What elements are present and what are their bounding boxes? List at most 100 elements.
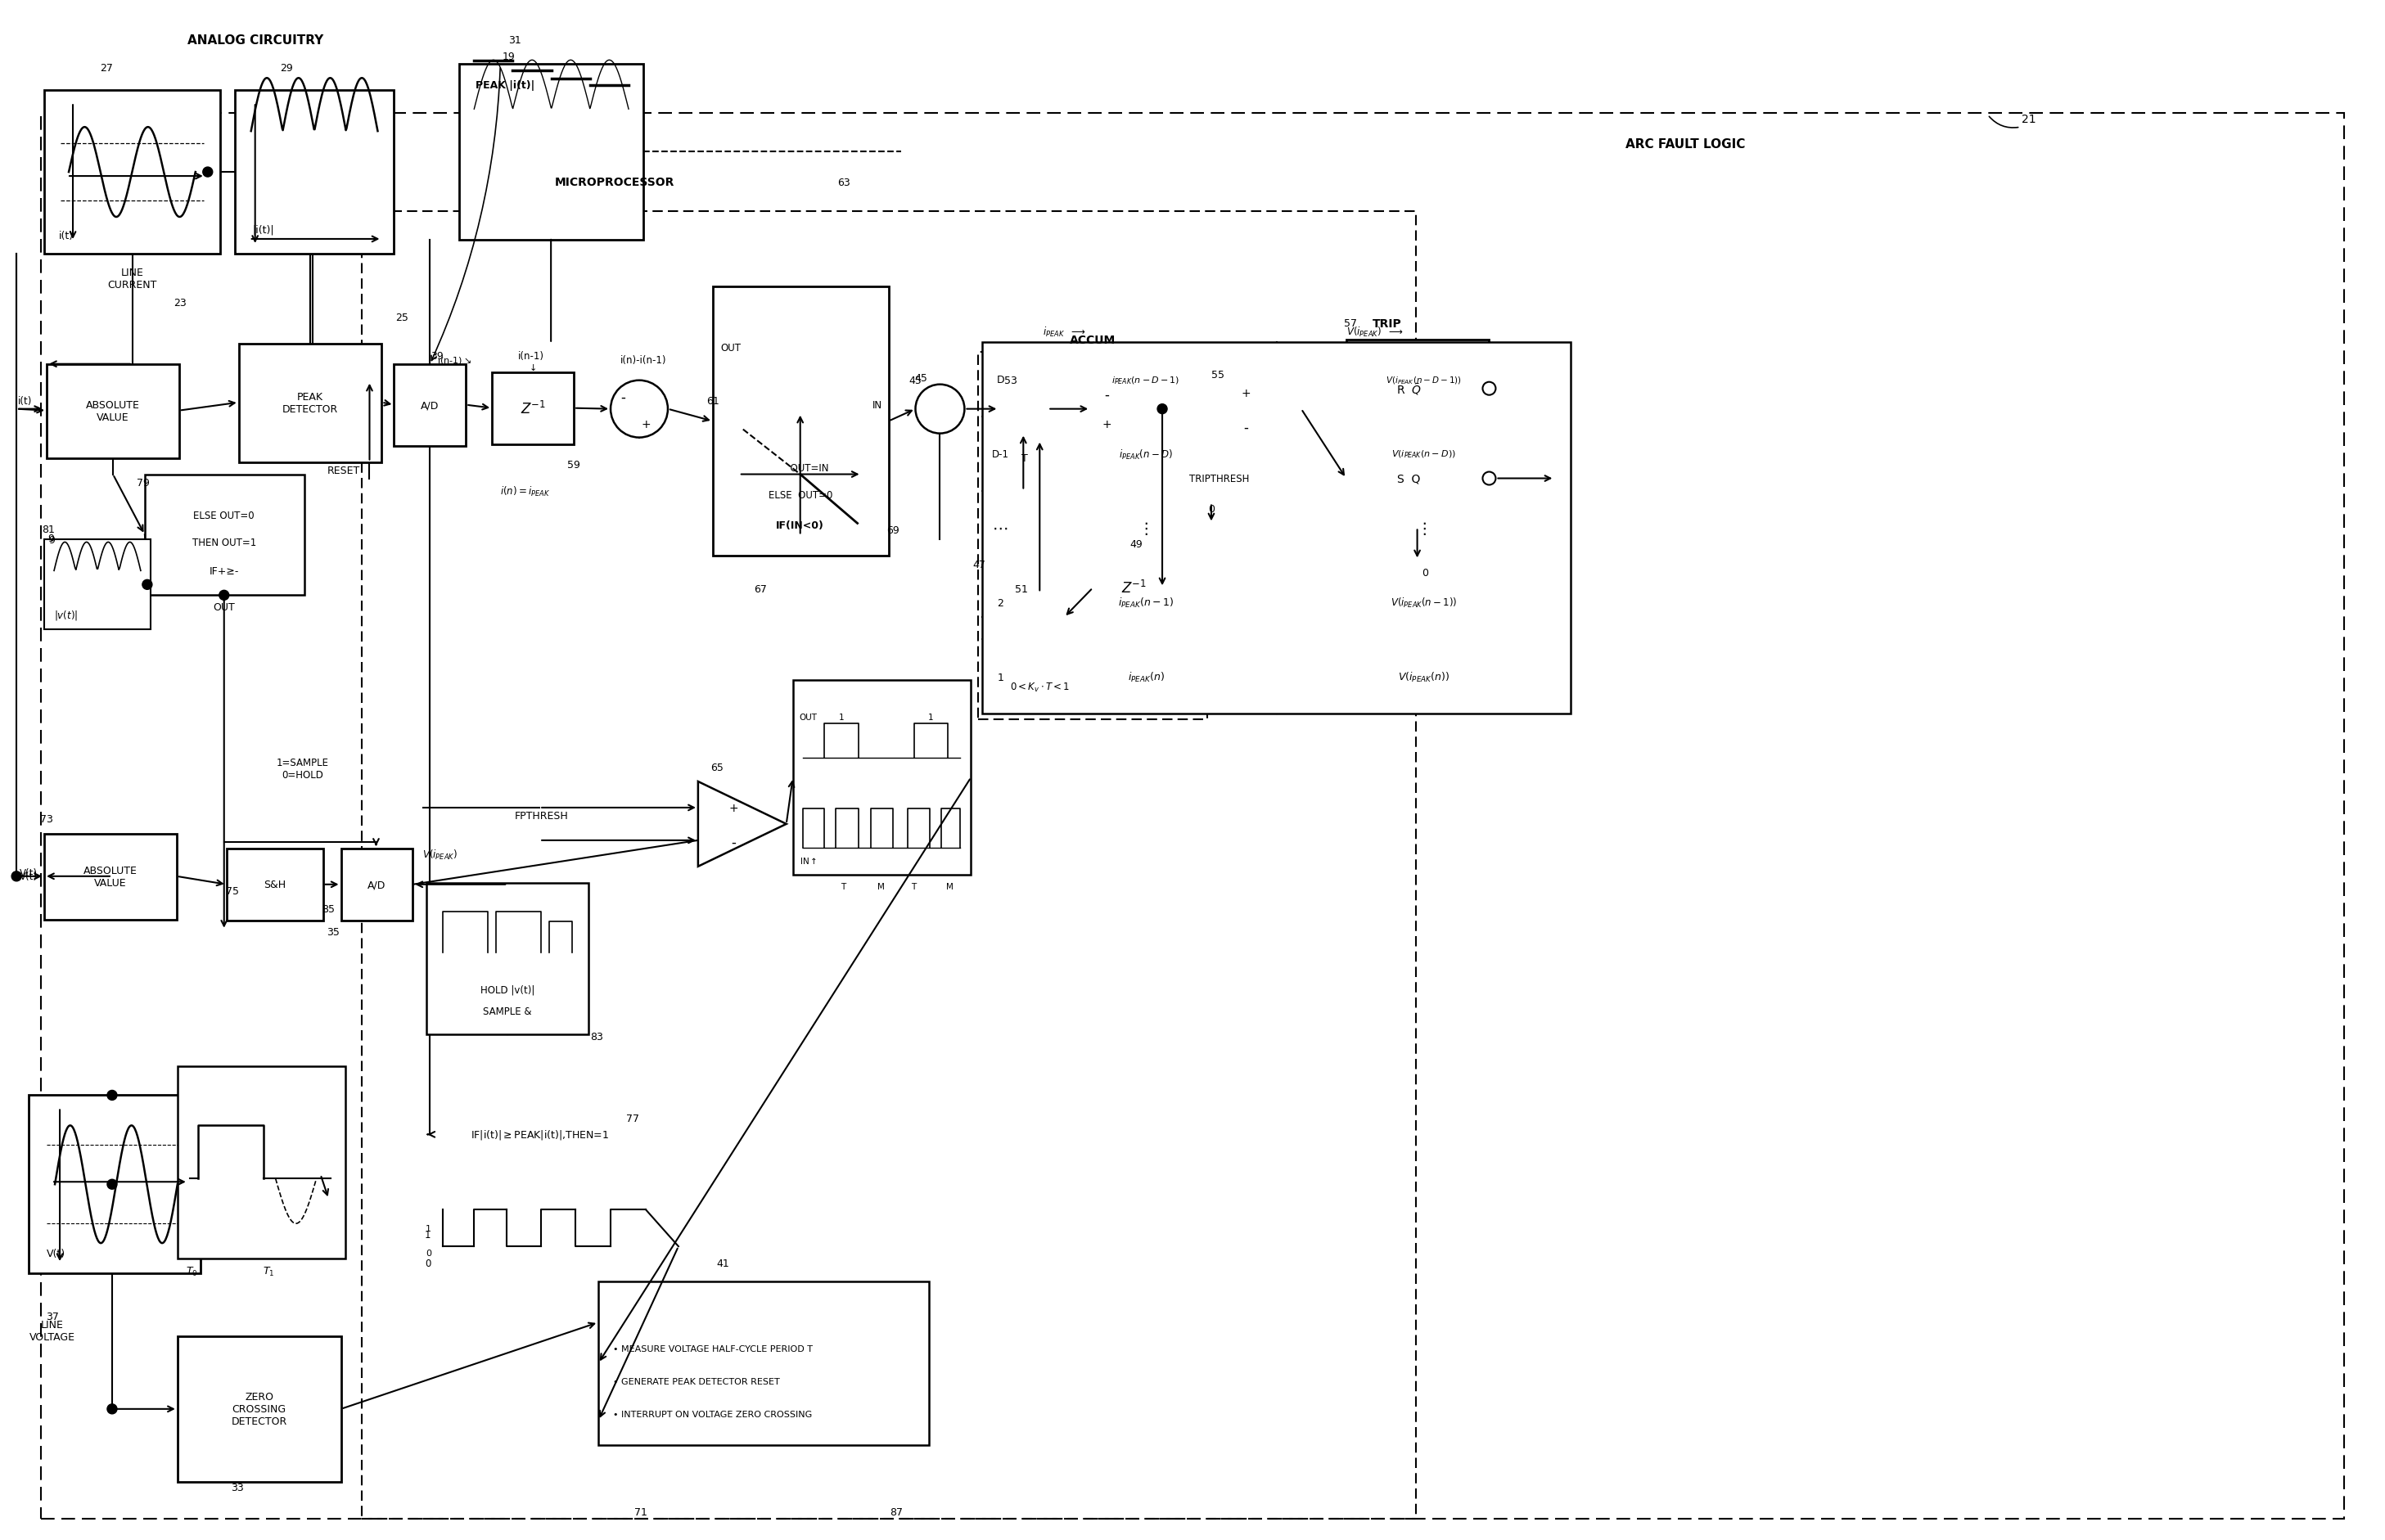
Text: 67: 67 — [754, 584, 766, 594]
Text: ACCUM: ACCUM — [1071, 334, 1116, 346]
Bar — [45, 91, 219, 254]
Text: -: - — [1104, 388, 1109, 402]
Text: 41: 41 — [716, 1258, 730, 1267]
Bar — [394, 365, 465, 447]
Text: 75: 75 — [227, 885, 238, 896]
Text: D-1: D-1 — [992, 450, 1009, 459]
Text: 35: 35 — [327, 927, 339, 938]
Text: 57: 57 — [1343, 319, 1357, 330]
Text: $\downarrow$: $\downarrow$ — [527, 362, 537, 373]
Text: OUT: OUT — [212, 602, 236, 613]
Text: OUT: OUT — [720, 343, 742, 354]
Text: 1: 1 — [997, 671, 1004, 682]
Text: IF(IN<0): IF(IN<0) — [775, 521, 825, 531]
Circle shape — [107, 1180, 117, 1189]
Text: HOLD |v(t)|: HOLD |v(t)| — [479, 984, 534, 995]
Circle shape — [12, 872, 21, 881]
Text: ZERO
CROSSING
DETECTOR: ZERO CROSSING DETECTOR — [231, 1392, 286, 1426]
Text: 49: 49 — [1130, 539, 1142, 550]
Text: OUT: OUT — [799, 713, 818, 721]
Text: 71: 71 — [634, 1506, 646, 1517]
Text: $T_0$: $T_0$ — [186, 1264, 198, 1277]
Text: • INTERRUPT ON VOLTAGE ZERO CROSSING: • INTERRUPT ON VOLTAGE ZERO CROSSING — [613, 1409, 813, 1418]
Text: $i_{PEAK}(n-1)$: $i_{PEAK}(n-1)$ — [1119, 596, 1173, 610]
Text: ELSE OUT=0: ELSE OUT=0 — [193, 510, 255, 521]
Bar — [239, 343, 382, 462]
Text: PEAK |i(t)|: PEAK |i(t)| — [475, 80, 534, 91]
Circle shape — [1090, 379, 1152, 440]
Text: $i_{PEAK}(n-D)$: $i_{PEAK}(n-D)$ — [1119, 448, 1173, 460]
Text: +: + — [727, 802, 737, 813]
Text: T: T — [1021, 453, 1028, 464]
Text: 61: 61 — [706, 396, 720, 407]
Text: T: T — [842, 882, 847, 890]
Text: +: + — [1240, 388, 1250, 399]
Text: 39: 39 — [432, 351, 444, 362]
Text: 0: 0 — [1421, 567, 1429, 578]
Circle shape — [1483, 382, 1495, 396]
Text: 59: 59 — [568, 459, 580, 470]
Circle shape — [1483, 473, 1495, 485]
Text: i(t): i(t) — [19, 396, 33, 407]
Text: 55: 55 — [1212, 370, 1224, 380]
Text: 33: 33 — [231, 1481, 243, 1492]
Text: A/D: A/D — [367, 879, 386, 890]
Text: S  Q: S Q — [1398, 473, 1421, 485]
Text: LINE
CURRENT: LINE CURRENT — [107, 268, 157, 290]
Text: FPTHRESH: FPTHRESH — [515, 812, 568, 821]
Text: $V(i_{PEAK})$: $V(i_{PEAK})$ — [422, 849, 458, 861]
Circle shape — [1016, 593, 1064, 642]
Text: ABSOLUTE
VALUE: ABSOLUTE VALUE — [83, 865, 138, 889]
Text: 53: 53 — [1004, 376, 1018, 387]
Text: 37: 37 — [45, 1311, 60, 1321]
Text: OUT=IN: OUT=IN — [773, 464, 828, 474]
Text: 45: 45 — [916, 373, 928, 383]
Bar — [978, 353, 1207, 719]
Circle shape — [107, 1404, 117, 1414]
Bar — [363, 213, 1417, 1518]
Text: IN$\uparrow$: IN$\uparrow$ — [799, 855, 818, 865]
Text: 69: 69 — [887, 525, 899, 536]
Text: RESET: RESET — [327, 465, 360, 476]
Bar — [341, 849, 413, 921]
Text: LINE
VOLTAGE: LINE VOLTAGE — [29, 1320, 76, 1341]
Bar — [176, 1337, 341, 1481]
Text: 23: 23 — [174, 297, 186, 308]
Text: PEAK
DETECTOR: PEAK DETECTOR — [281, 391, 339, 414]
Text: ⋮: ⋮ — [1417, 521, 1431, 536]
Text: V(t): V(t) — [48, 1247, 67, 1258]
Circle shape — [999, 385, 1047, 434]
Text: TRIP: TRIP — [1371, 317, 1402, 330]
Text: $0<K_v \cdot T<1$: $0<K_v \cdot T<1$ — [1009, 681, 1068, 693]
Text: 2: 2 — [997, 598, 1004, 608]
Bar — [176, 1067, 346, 1258]
Text: 45: 45 — [909, 376, 923, 387]
Text: $i_{PEAK}(n)$: $i_{PEAK}(n)$ — [1128, 671, 1164, 684]
Circle shape — [203, 168, 212, 177]
Polygon shape — [699, 782, 787, 867]
Text: S&H: S&H — [265, 879, 286, 890]
Text: i(n-1)$\searrow$: i(n-1)$\searrow$ — [436, 356, 472, 367]
Circle shape — [916, 385, 964, 434]
Text: i(n-1): i(n-1) — [518, 351, 544, 362]
Circle shape — [107, 1090, 117, 1100]
Text: 19: 19 — [501, 51, 515, 62]
Polygon shape — [1212, 362, 1302, 457]
Text: $i(n)=i_{PEAK}$: $i(n)=i_{PEAK}$ — [501, 485, 551, 497]
Text: 83: 83 — [589, 1032, 603, 1043]
Circle shape — [611, 380, 668, 437]
Text: 1: 1 — [425, 1229, 432, 1240]
Text: $V(i_{PEAK}(n-D))$: $V(i_{PEAK}(n-D))$ — [1390, 448, 1455, 460]
Text: 31: 31 — [508, 35, 522, 46]
Text: +: + — [642, 419, 651, 430]
Bar — [1092, 556, 1173, 621]
Bar — [45, 835, 176, 919]
Text: +: + — [1102, 419, 1111, 430]
Text: ⋮: ⋮ — [1138, 521, 1154, 536]
Text: i(n)-i(n-1): i(n)-i(n-1) — [620, 356, 665, 367]
Text: A/D: A/D — [420, 400, 439, 411]
Text: $Z^{-1}$: $Z^{-1}$ — [1121, 581, 1147, 596]
Text: ⋯: ⋯ — [992, 521, 1009, 536]
Text: IN: IN — [873, 400, 882, 411]
Bar — [713, 286, 890, 556]
